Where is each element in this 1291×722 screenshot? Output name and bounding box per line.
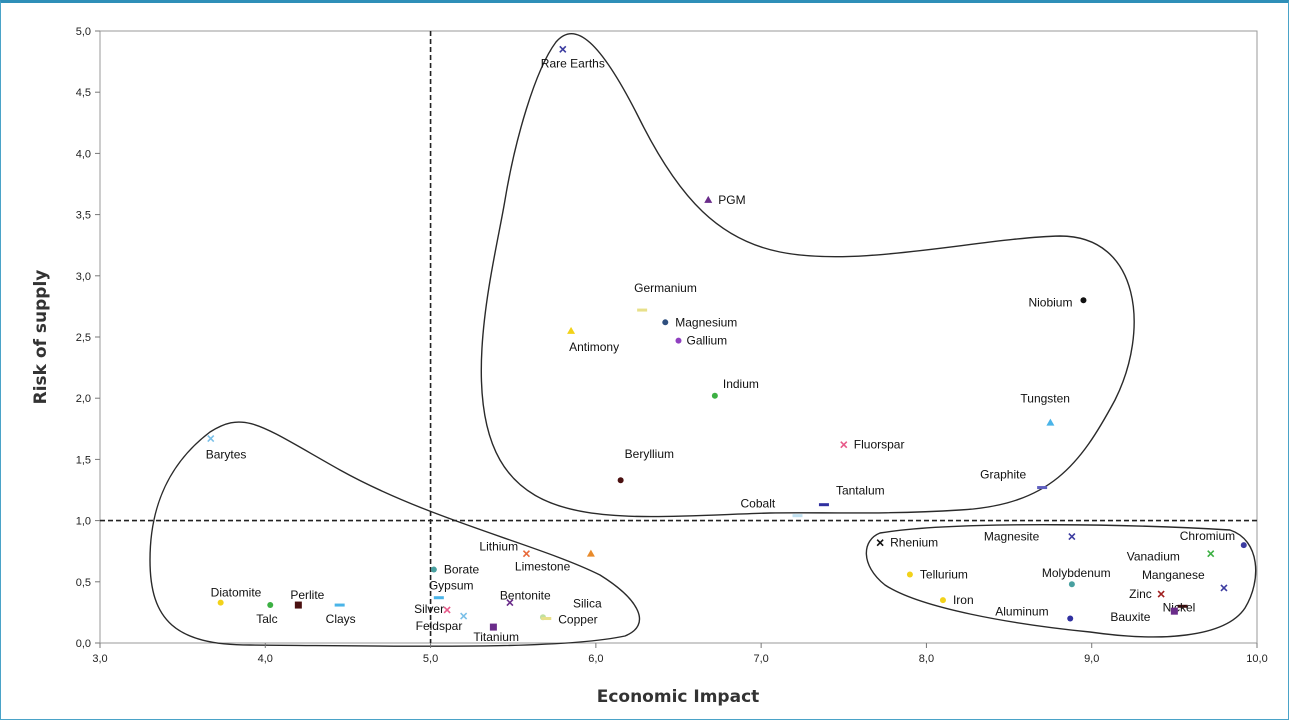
point-label: Gallium xyxy=(687,334,728,348)
point-label: Clays xyxy=(326,612,356,626)
x-tick-label: 8,0 xyxy=(919,653,934,665)
point-label: Barytes xyxy=(206,448,247,462)
point-label: Gypsum xyxy=(429,579,474,593)
x-tick-label: 9,0 xyxy=(1084,653,1099,665)
y-tick-label: 4,0 xyxy=(76,148,91,160)
x-tick-label: 4,0 xyxy=(258,653,273,665)
x-tick-label: 6,0 xyxy=(588,653,603,665)
point-label: Copper xyxy=(558,613,597,627)
marker-clays xyxy=(335,604,345,607)
marker-perlite xyxy=(295,602,302,609)
y-axis-title: Risk of supply xyxy=(31,270,51,405)
point-label: Bentonite xyxy=(500,589,551,603)
point-label: Tantalum xyxy=(836,484,885,498)
point-label: Aluminum xyxy=(995,605,1048,619)
point-label: Germanium xyxy=(634,281,697,295)
x-axis-ticks: 3,0 4,0 5,0 6,0 7,0 8,0 9,0 10,0 xyxy=(92,643,1267,665)
y-tick-label: 2,5 xyxy=(76,332,91,344)
marker-talc xyxy=(267,602,273,608)
marker-cobalt xyxy=(793,514,803,517)
point-label: Antimony xyxy=(569,340,619,354)
point-label: Lithium xyxy=(479,540,518,554)
y-tick-label: 1,5 xyxy=(76,454,91,466)
point-label: Tellurium xyxy=(920,567,968,581)
y-tick-label: 5,0 xyxy=(76,26,91,38)
marker-molybdenum xyxy=(1069,581,1075,587)
marker-magnesium xyxy=(662,319,668,325)
point-label: Zinc xyxy=(1129,587,1152,601)
x-tick-label: 7,0 xyxy=(753,653,768,665)
point-label: Diatomite xyxy=(211,586,262,600)
marker-chromium xyxy=(1241,542,1247,548)
marker-diatomite xyxy=(218,600,224,606)
point-label: Vanadium xyxy=(1127,550,1180,564)
y-tick-label: 4,5 xyxy=(76,87,91,99)
y-tick-label: 0,5 xyxy=(76,577,91,589)
point-label: Niobium xyxy=(1028,295,1072,309)
point-label: Rhenium xyxy=(890,536,938,550)
y-tick-label: 0,0 xyxy=(76,638,91,650)
marker-gypsum xyxy=(434,596,444,599)
point-label: Borate xyxy=(444,563,480,577)
point-label: Magnesium xyxy=(675,315,737,329)
point-label: Graphite xyxy=(980,468,1026,482)
x-tick-label: 5,0 xyxy=(423,653,438,665)
marker-bauxite xyxy=(1171,608,1178,615)
marker-tellurium xyxy=(907,571,913,577)
point-label: Iron xyxy=(953,593,974,607)
marker-aluminum xyxy=(1067,616,1073,622)
marker-graphite xyxy=(1037,486,1047,489)
point-label: Molybdenum xyxy=(1042,566,1111,580)
point-label: PGM xyxy=(718,193,745,207)
point-label: Bauxite xyxy=(1110,610,1150,624)
point-label: Fluorspar xyxy=(854,438,905,452)
y-tick-label: 2,0 xyxy=(76,393,91,405)
point-label: Magnesite xyxy=(984,530,1040,544)
marker-iron xyxy=(940,597,946,603)
x-tick-label: 10,0 xyxy=(1246,653,1267,665)
x-axis-title: Economic Impact xyxy=(597,687,760,707)
point-label: Titanium xyxy=(473,630,519,644)
point-label: Chromium xyxy=(1180,529,1235,543)
point-label: Limestone xyxy=(515,560,571,574)
point-label: Talc xyxy=(256,612,277,626)
point-label: Silver xyxy=(414,602,444,616)
y-tick-label: 1,0 xyxy=(76,516,91,528)
point-label: Silica xyxy=(573,596,602,610)
point-label: Feldspar xyxy=(416,619,463,633)
marker-copper xyxy=(541,617,551,620)
point-label: Beryllium xyxy=(625,447,674,461)
point-label: Rare Earths xyxy=(541,56,605,70)
marker-niobium xyxy=(1080,297,1086,303)
marker-indium xyxy=(712,393,718,399)
marker-germanium xyxy=(637,309,647,312)
point-label: Indium xyxy=(723,377,759,391)
point-label: Nickel xyxy=(1163,600,1196,614)
point-label: Manganese xyxy=(1142,568,1205,582)
y-tick-label: 3,5 xyxy=(76,210,91,222)
y-tick-label: 3,0 xyxy=(76,271,91,283)
point-label: Cobalt xyxy=(741,497,776,511)
marker-beryllium xyxy=(618,477,624,483)
marker-borate xyxy=(431,567,437,573)
y-axis-ticks: 0,0 0,5 1,0 1,5 2,0 2,5 3,0 3,5 4,0 4,5 5,0 xyxy=(76,26,100,650)
point-label: Tungsten xyxy=(1020,392,1070,406)
point-label: Perlite xyxy=(290,588,324,602)
marker-tantalum xyxy=(819,503,829,506)
x-tick-label: 3,0 xyxy=(92,653,107,665)
plot-area xyxy=(100,31,1257,643)
marker-gallium xyxy=(676,338,682,344)
point-nickel: Nickel xyxy=(1163,600,1196,614)
